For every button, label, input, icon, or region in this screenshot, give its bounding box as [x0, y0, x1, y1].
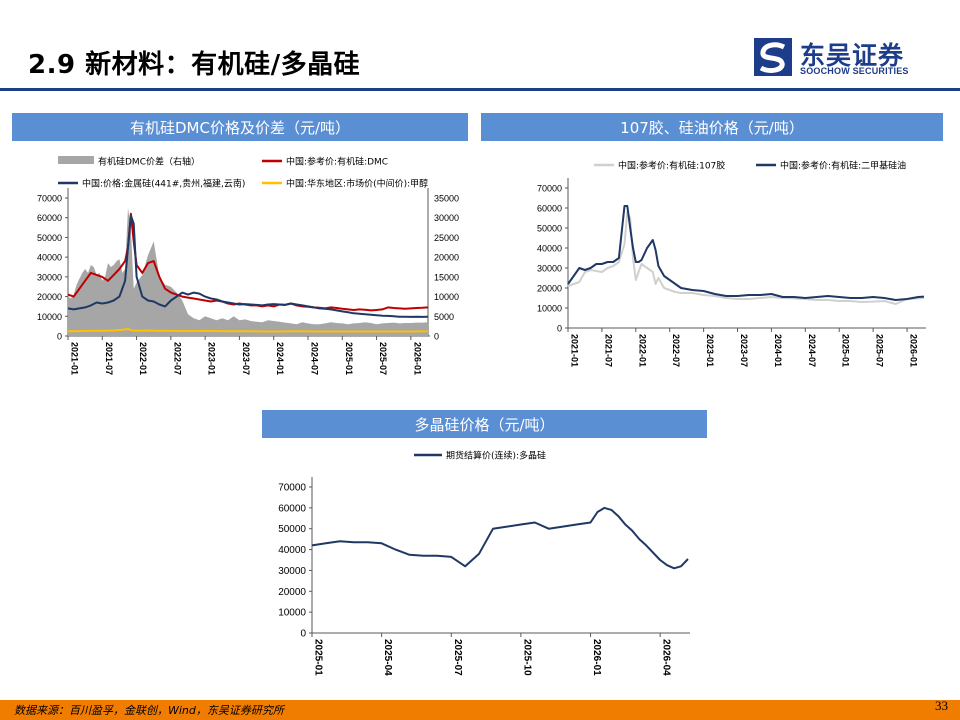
poly-y-tick-label: 20000: [278, 587, 306, 598]
chart-dmc-svg: 0 10000 20000 30000 40000 50000 60000 70000 0 500…: [37, 156, 459, 376]
footer-bar: [0, 700, 960, 720]
poly-y-tick-label: 30000: [278, 566, 306, 577]
dmc-legend-label: 中国:华东地区:市场价(中间价):甲醇: [286, 178, 428, 190]
page-number: 33: [935, 698, 948, 713]
poly-x-tick-label: 2025-10: [521, 639, 532, 676]
panel-title-dmc: 有机硅DMC价格及价差（元/吨）: [12, 113, 468, 141]
dmc-y-tick-label: 60000: [37, 213, 62, 223]
dmc-x-tick-label: 2021-07: [104, 342, 114, 375]
dmc-y-tick-label: 20000: [37, 292, 62, 302]
dmc-x-tick-label: 2023-07: [241, 342, 251, 375]
dmc-y2-tick-label: 35000: [434, 194, 459, 204]
dmc-legend-label: 中国:价格:金属硅(441#,贵州,福建,云南): [82, 178, 245, 190]
gum-x-tick-label: 2021-07: [603, 334, 613, 367]
dmc-series-line-2: [67, 214, 429, 318]
logo-english-name: SOOCHOW SECURITIES: [800, 66, 909, 76]
gum-x-tick-label: 2025-01: [841, 334, 851, 367]
gum-legend-label: 中国:参考价:有机硅:107胶: [618, 160, 725, 172]
chart-poly: 0 10000 20000 30000 40000 50000 60000 70000 2025…: [240, 436, 720, 698]
soochow-logo-icon: [754, 38, 792, 76]
dmc-legend-label: 中国:参考价:有机硅:DMC: [286, 156, 388, 168]
gum-y-tick-label: 60000: [537, 204, 562, 214]
dmc-y2-tick-label: 30000: [434, 213, 459, 223]
chart-gum: 0 10000 20000 30000 40000 50000 60000 70000 2021…: [480, 140, 960, 390]
chart-gum-svg: 0 10000 20000 30000 40000 50000 60000 70000 2021…: [537, 160, 926, 367]
dmc-y2-tick-label: 10000: [434, 292, 459, 302]
dmc-x-tick-label: 2023-01: [207, 342, 217, 375]
dmc-y-tick-label: 50000: [37, 233, 62, 243]
poly-x-tick-label: 2025-07: [452, 639, 463, 676]
dmc-x-tick-label: 2021-01: [70, 342, 80, 375]
dmc-y-tick-label: 30000: [37, 272, 62, 282]
gum-x-tick-label: 2022-07: [671, 334, 681, 367]
gum-x-tick-label: 2023-07: [739, 334, 749, 367]
dmc-y-tick-label: 10000: [37, 312, 62, 322]
dmc-legend-label: 有机硅DMC价差（右轴）: [98, 156, 200, 168]
poly-series-line-0: [311, 506, 689, 570]
logo-chinese-name: 东吴证券: [800, 41, 905, 70]
dmc-y-tick-label: 40000: [37, 253, 62, 263]
dmc-y2-tick-label: 25000: [434, 233, 459, 243]
panel-title-poly: 多晶硅价格（元/吨）: [262, 410, 707, 438]
dmc-x-tick-label: 2022-07: [172, 342, 182, 375]
gum-series-line-1: [567, 205, 925, 301]
gum-y-tick-label: 40000: [537, 244, 562, 254]
gum-x-tick-label: 2023-01: [705, 334, 715, 367]
chart-dmc: 0 10000 20000 30000 40000 50000 60000 70000 0 500…: [0, 140, 480, 390]
poly-y-tick-label: 40000: [278, 545, 306, 556]
brand-logo: 东吴证券 SOOCHOW SECURITIES: [754, 38, 944, 80]
panel-title-gum: 107胶、硅油价格（元/吨）: [481, 113, 943, 141]
poly-y-tick-label: 50000: [278, 524, 306, 535]
gum-x-tick-label: 2022-01: [637, 334, 647, 367]
gum-x-tick-label: 2025-07: [875, 334, 885, 367]
poly-x-tick-label: 2025-04: [382, 639, 393, 676]
poly-x-tick-label: 2026-04: [661, 639, 672, 676]
gum-y-tick-label: 10000: [537, 304, 562, 314]
gum-y-tick-label: 20000: [537, 284, 562, 294]
gum-y-tick-label: 0: [557, 324, 562, 334]
poly-y-tick-label: 10000: [278, 608, 306, 619]
dmc-x-tick-label: 2024-01: [275, 342, 285, 375]
dmc-x-tick-label: 2026-01: [412, 342, 422, 375]
dmc-y2-tick-label: 5000: [434, 312, 454, 322]
gum-x-tick-label: 2021-01: [570, 334, 580, 367]
poly-y-tick-label: 70000: [278, 483, 306, 494]
gum-x-tick-label: 2024-01: [773, 334, 783, 367]
header-rule: [0, 88, 960, 91]
dmc-x-tick-label: 2025-01: [344, 342, 354, 375]
dmc-x-tick-label: 2025-07: [378, 342, 388, 375]
dmc-y2-tick-label: 0: [434, 332, 439, 342]
dmc-x-tick-label: 2024-07: [310, 342, 320, 375]
poly-y-tick-label: 60000: [278, 503, 306, 514]
dmc-legend-swatch: [58, 156, 94, 164]
dmc-y-tick-label: 0: [57, 332, 62, 342]
dmc-y-tick-label: 70000: [37, 194, 62, 204]
gum-y-tick-label: 70000: [537, 184, 562, 194]
poly-x-tick-label: 2025-01: [313, 639, 324, 676]
poly-y-tick-label: 0: [300, 629, 306, 640]
dmc-series-area-0: [68, 207, 428, 336]
poly-legend-label: 期货结算价(连续):多晶硅: [446, 450, 546, 462]
gum-series-line-0: [567, 211, 925, 305]
source-note: 数据来源：百川盈孚，金联创，Wind，东吴证券研究所: [14, 704, 284, 717]
chart-poly-svg: 0 10000 20000 30000 40000 50000 60000 70000 2025…: [278, 450, 690, 676]
dmc-y2-tick-label: 20000: [434, 253, 459, 263]
gum-x-tick-label: 2024-07: [807, 334, 817, 367]
page-title: 2.9 新材料：有机硅/多晶硅: [28, 50, 361, 80]
gum-y-tick-label: 50000: [537, 224, 562, 234]
dmc-x-tick-label: 2022-01: [138, 342, 148, 375]
dmc-y2-tick-label: 15000: [434, 272, 459, 282]
gum-y-tick-label: 30000: [537, 264, 562, 274]
gum-legend-label: 中国:参考价:有机硅:二甲基硅油: [780, 160, 906, 172]
dmc-series-line-3: [67, 327, 429, 333]
gum-x-tick-label: 2026-01: [909, 334, 919, 367]
poly-x-tick-label: 2026-01: [591, 639, 602, 676]
